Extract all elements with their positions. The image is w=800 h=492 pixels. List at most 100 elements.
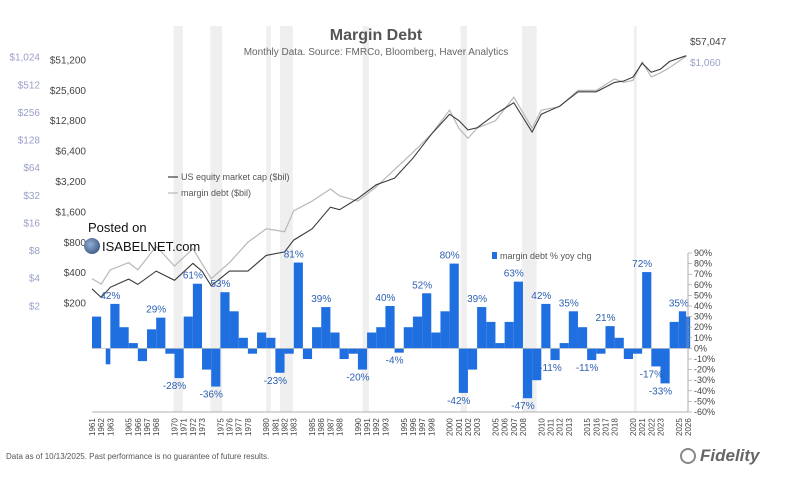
year-tick-39: 2010 (537, 418, 546, 436)
year-tick-38: 2008 (519, 418, 528, 436)
yoy-bar-1964 (119, 327, 129, 349)
left-axis-market-cap-ticks: $200 $400 $800 $1,600 $3,200 $6,400 $12,800 $25… (50, 55, 87, 309)
yoy-tick-6: 30% (694, 312, 712, 322)
market-cap-tick-6: $12,800 (50, 116, 87, 127)
margin-debt-tick-8: $512 (18, 80, 41, 91)
yoy-tick-12: -30% (694, 375, 715, 385)
year-tick-45: 2017 (601, 418, 610, 436)
yoy-bar-1990 (357, 348, 368, 370)
year-tick-6: 1968 (152, 418, 161, 436)
yoy-bar-1966 (137, 348, 148, 362)
yoy-bar-2010 (541, 303, 551, 349)
yoy-annotation-23: -17% (640, 369, 663, 380)
yoy-bar-2005 (495, 343, 505, 349)
margin-debt-tick-2: $8 (29, 246, 41, 257)
year-tick-3: 1965 (125, 418, 134, 436)
watermark-site-row: ISABELNET.com (84, 238, 200, 254)
year-tick-33: 2002 (464, 418, 473, 436)
yoy-tick-11: -20% (694, 365, 715, 375)
yoy-bar-2025 (678, 311, 687, 349)
yoy-annotation-19: -11% (539, 363, 562, 374)
market-cap-end-label: $57,047 (690, 37, 727, 48)
yoy-bar-1974 (211, 348, 221, 387)
yoy-bar-1995 (403, 327, 413, 349)
market-cap-tick-0: $200 (64, 299, 87, 310)
yoy-tick-14: -50% (694, 396, 715, 406)
margin-debt-tick-5: $64 (23, 163, 40, 174)
yoy-bar-1982 (284, 348, 294, 354)
yoy-bar-1980 (266, 337, 276, 349)
margin-debt-tick-0: $2 (29, 301, 41, 312)
legend-label-margin-debt: margin debt ($bil) (181, 188, 251, 198)
yoy-bar-1975 (220, 292, 230, 349)
yoy-tick-8: 10% (694, 333, 712, 343)
yoy-bar-1976 (229, 311, 239, 349)
shaded-period-0 (173, 26, 183, 412)
year-tick-27: 1995 (400, 418, 409, 436)
year-tick-50: 2023 (656, 418, 665, 436)
market-cap-tick-5: $6,400 (55, 147, 86, 158)
yoy-bar-1977 (238, 337, 248, 349)
year-tick-4: 1966 (134, 418, 143, 436)
year-tick-41: 2012 (556, 418, 565, 436)
yoy-bar-2014 (577, 327, 588, 349)
year-tick-34: 2003 (473, 418, 482, 436)
yoy-bar-2015 (587, 348, 597, 361)
margin-debt-tick-9: $1,024 (9, 53, 40, 64)
margin-debt-tick-6: $128 (18, 136, 41, 147)
yoy-bar-1994 (394, 348, 404, 353)
margin-debt-tick-3: $16 (23, 218, 40, 229)
year-tick-19: 1985 (308, 418, 317, 436)
margin-debt-line (91, 55, 687, 285)
yoy-tick-1: 80% (694, 259, 712, 269)
yoy-bar-1985 (312, 327, 322, 349)
year-tick-18: 1983 (290, 418, 299, 436)
yoy-bar-2007 (513, 281, 523, 349)
yoy-bar-2011 (550, 348, 560, 361)
yoy-bar-1987 (330, 332, 340, 349)
yoy-annotation-1: 29% (146, 305, 166, 316)
market-cap-tick-2: $800 (64, 238, 87, 249)
year-tick-17: 1982 (281, 418, 290, 436)
year-tick-40: 2011 (546, 418, 555, 436)
yoy-bar-1991 (367, 332, 377, 349)
market-cap-tick-1: $400 (64, 268, 87, 279)
yoy-bars (92, 262, 691, 399)
fidelity-logo: Fidelity (680, 446, 760, 466)
yoy-annotation-15: 39% (467, 294, 487, 305)
yoy-annotation-6: -23% (264, 376, 287, 387)
yoy-tick-4: 50% (694, 290, 712, 300)
year-tick-8: 1971 (180, 418, 189, 436)
footer-note: Data as of 10/13/2025. Past performance … (6, 452, 270, 461)
recession-shading (173, 26, 637, 412)
yoy-bar-2017 (605, 326, 615, 349)
yoy-annotation-16: 63% (504, 269, 524, 280)
shaded-period-2 (266, 26, 271, 412)
margin-debt-end-label: $1,060 (690, 58, 721, 69)
margin-debt-tick-1: $4 (29, 274, 41, 285)
year-tick-30: 1998 (427, 418, 436, 436)
yoy-bar-2019 (623, 348, 633, 359)
yoy-tick-7: 20% (694, 322, 712, 332)
year-tick-42: 2013 (565, 418, 574, 436)
chart-title: Margin Debt (330, 27, 423, 44)
year-tick-22: 1988 (336, 418, 345, 436)
shaded-period-4 (362, 26, 369, 412)
year-tick-2: 1963 (106, 418, 115, 436)
yoy-annotation-2: -28% (163, 381, 186, 392)
legend-swatch-yoy (492, 252, 497, 259)
market-cap-tick-7: $25,600 (50, 86, 87, 97)
year-tick-25: 1992 (372, 418, 381, 436)
yoy-annotations: 42% 29% -28% 61% -36% 53% -23% 81% 39% -20% 40% -4%… (100, 250, 689, 413)
yoy-bar-1968 (156, 317, 166, 349)
yoy-bar-2018 (614, 337, 624, 349)
yoy-bar-1996 (412, 316, 423, 349)
yoy-bar-1993 (385, 306, 395, 349)
legend-label-market-cap: US equity market cap ($bil) (181, 172, 290, 182)
yoy-bar-1984 (302, 348, 313, 359)
yoy-bar-2016 (596, 348, 606, 354)
yoy-tick-10: -10% (694, 354, 715, 364)
yoy-bar-2024 (669, 321, 679, 349)
yoy-tick-3: 60% (694, 280, 712, 290)
